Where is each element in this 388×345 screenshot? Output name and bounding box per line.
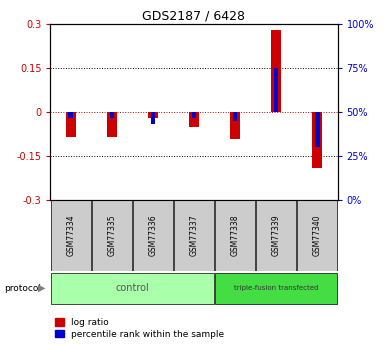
Bar — [66, 112, 76, 137]
Text: ▶: ▶ — [38, 283, 46, 293]
Bar — [230, 112, 240, 138]
Bar — [274, 68, 279, 112]
Bar — [107, 112, 117, 137]
Legend: log ratio, percentile rank within the sample: log ratio, percentile rank within the sa… — [55, 318, 224, 339]
Text: GSM77336: GSM77336 — [149, 215, 158, 256]
Bar — [151, 112, 156, 124]
Bar — [92, 200, 132, 271]
Bar — [215, 200, 255, 271]
Bar — [109, 112, 114, 118]
Bar — [271, 30, 281, 112]
Bar — [189, 112, 199, 127]
Bar — [133, 200, 173, 271]
Bar — [148, 112, 158, 118]
Text: control: control — [116, 283, 149, 293]
Bar — [232, 112, 237, 121]
Text: GSM77335: GSM77335 — [107, 215, 116, 256]
Bar — [174, 200, 214, 271]
Bar — [312, 112, 322, 168]
Bar — [297, 200, 337, 271]
Bar — [192, 112, 196, 118]
Bar — [51, 200, 91, 271]
Bar — [69, 112, 73, 118]
Text: GSM77339: GSM77339 — [272, 215, 281, 256]
Text: triple-fusion transfected: triple-fusion transfected — [234, 285, 318, 291]
Bar — [51, 273, 214, 304]
Text: GSM77334: GSM77334 — [66, 215, 75, 256]
Bar — [315, 112, 319, 147]
Bar — [215, 273, 337, 304]
Text: protocol: protocol — [4, 284, 41, 293]
Text: GSM77337: GSM77337 — [189, 215, 199, 256]
Title: GDS2187 / 6428: GDS2187 / 6428 — [142, 10, 246, 23]
Bar — [256, 200, 296, 271]
Text: GSM77340: GSM77340 — [313, 215, 322, 256]
Text: GSM77338: GSM77338 — [230, 215, 239, 256]
